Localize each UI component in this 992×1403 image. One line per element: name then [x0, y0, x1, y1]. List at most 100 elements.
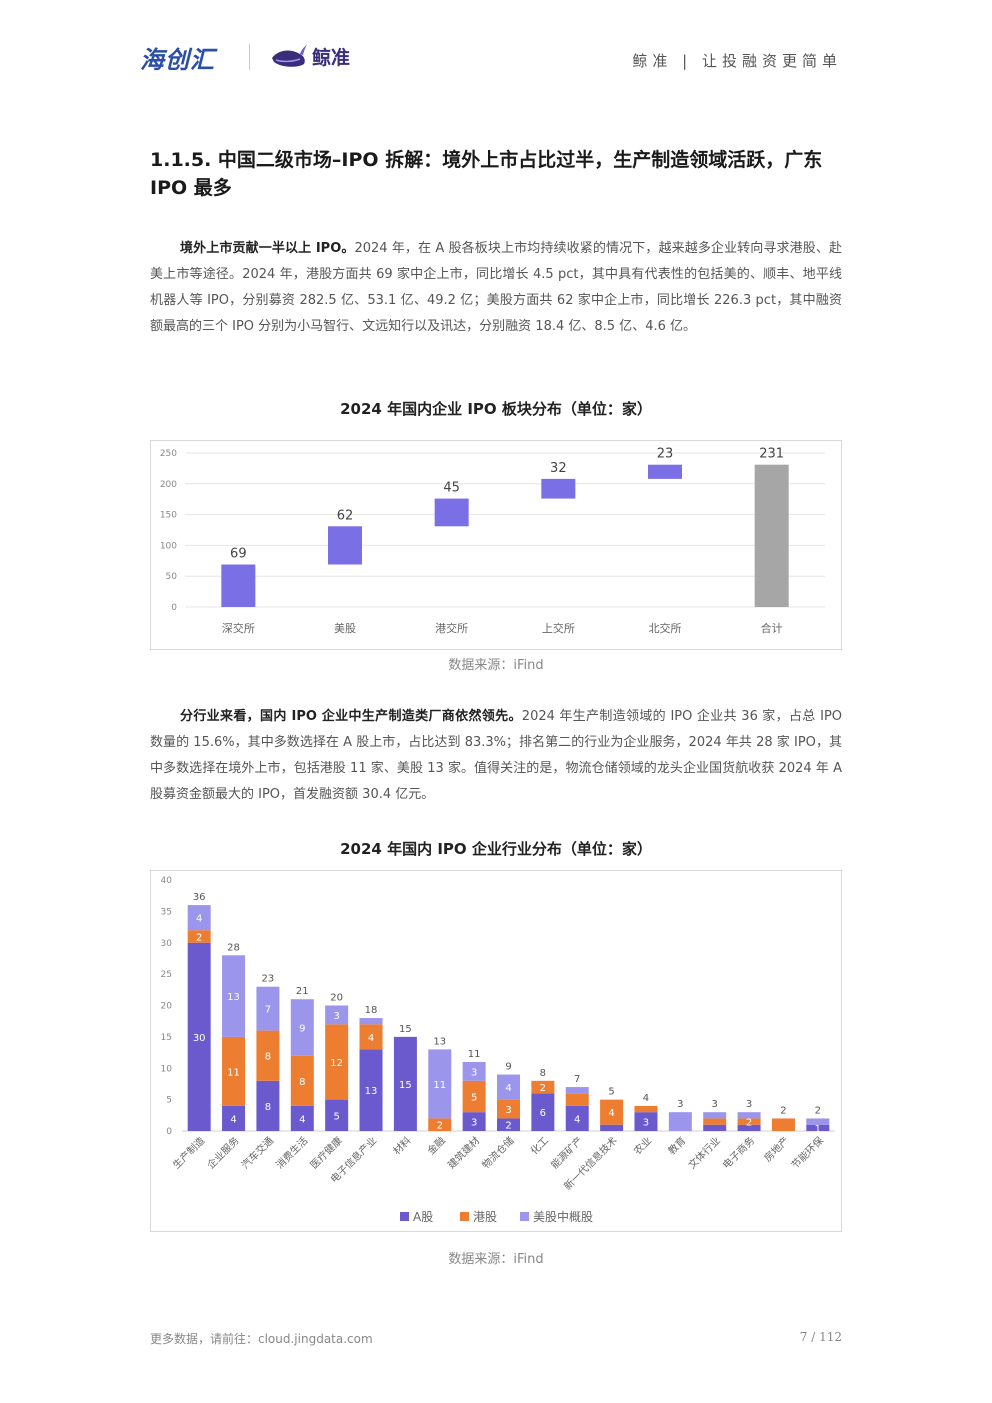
- total-label: 5: [608, 1087, 614, 1098]
- segment-label: 15: [399, 1080, 412, 1091]
- x-tick-label: 金融: [425, 1134, 448, 1157]
- bar-segment-港股: [737, 1118, 761, 1125]
- y-tick-label: 150: [160, 511, 177, 521]
- y-tick-label: 25: [161, 970, 172, 980]
- total-label: 36: [193, 892, 206, 903]
- bar-segment-港股: [565, 1093, 589, 1106]
- haichuanghui-logo: 海创汇: [140, 45, 215, 74]
- y-tick-label: 200: [160, 480, 177, 490]
- paragraph-body: 2024 年生产制造领域的 IPO 企业共 36 家，占总 IPO 数量的 15…: [150, 709, 843, 802]
- y-tick-label: 10: [161, 1064, 173, 1074]
- x-tick-label: 教育: [665, 1134, 688, 1157]
- bar-segment-港股: [600, 1099, 624, 1125]
- bar-segment-A股: [703, 1124, 727, 1131]
- bar-美股: [328, 526, 362, 565]
- segment-label: 4: [574, 1114, 580, 1125]
- bar-segment-美股中概股: [359, 1018, 383, 1025]
- section-title: 1.1.5. 中国二级市场–IPO 拆解：境外上市占比过半，生产制造领域活跃，广…: [150, 149, 823, 199]
- segment-label: 5: [333, 1111, 339, 1122]
- segment-label: 4: [196, 914, 202, 925]
- jingdata-logo: 鲸准: [270, 42, 350, 70]
- total-label: 15: [399, 1024, 412, 1035]
- legend-swatch-A股: [400, 1212, 409, 1221]
- y-tick-label: 15: [161, 1033, 172, 1043]
- bar-segment-A股: [462, 1112, 486, 1131]
- total-label: 13: [433, 1036, 446, 1047]
- segment-label: 1: [815, 1124, 821, 1135]
- x-tick-label: 文体行业: [685, 1134, 722, 1171]
- bar-segment-美股中概股: [497, 1074, 520, 1100]
- bar-segment-A股: [325, 1099, 349, 1131]
- chart-title-board: 2024 年国内企业 IPO 板块分布（单位：家）: [340, 400, 652, 418]
- y-tick-label: 250: [160, 449, 177, 459]
- total-label: 3: [677, 1099, 683, 1110]
- segment-label: 3: [333, 1011, 339, 1022]
- y-tick-label: 5: [166, 1096, 172, 1106]
- legend-label: A股: [413, 1210, 433, 1224]
- bar-segment-港股: [634, 1105, 658, 1113]
- total-label: 21: [296, 986, 309, 997]
- bar-segment-港股: [359, 1024, 383, 1050]
- bar-segment-美股中概股: [806, 1118, 830, 1125]
- x-tick-label: 能源矿产: [548, 1134, 585, 1171]
- x-tick-label: 电子商务: [720, 1134, 757, 1171]
- legend-swatch-港股: [460, 1212, 469, 1221]
- x-tick-label: 深交所: [222, 621, 255, 635]
- chart-source-industry: 数据来源：iFind: [448, 1252, 544, 1267]
- y-tick-label: 35: [161, 907, 172, 917]
- segment-label: 13: [365, 1086, 378, 1097]
- bar-segment-A股: [497, 1118, 520, 1131]
- x-tick-label: 医疗健康: [307, 1134, 344, 1171]
- data-label: 23: [657, 447, 674, 462]
- y-tick-label: 0: [166, 1127, 172, 1137]
- segment-label: 5: [471, 1092, 477, 1103]
- page-number: 7 / 112: [799, 1330, 842, 1344]
- legend-label: 港股: [473, 1210, 497, 1224]
- total-label: 2: [815, 1105, 821, 1116]
- x-tick-label: 企业服务: [204, 1134, 241, 1171]
- logo-divider: [249, 44, 250, 70]
- bar-segment-A股: [256, 1080, 280, 1131]
- x-tick-label: 物流仓储: [479, 1134, 516, 1171]
- legend-label: 美股中概股: [533, 1209, 593, 1224]
- segment-label: 11: [227, 1067, 240, 1078]
- bar-segment-美股中概股: [668, 1112, 692, 1131]
- x-tick-label: 节能环保: [788, 1134, 825, 1171]
- bar-segment-美股中概股: [703, 1112, 727, 1119]
- total-label: 18: [365, 1005, 378, 1016]
- total-label: 23: [262, 974, 275, 985]
- chart-frame: [150, 870, 842, 1232]
- x-tick-label: 房地产: [761, 1134, 791, 1164]
- x-tick-label: 港交所: [435, 621, 468, 635]
- bar-segment-港股: [462, 1080, 486, 1113]
- paragraph-board-distribution: 境外上市贡献一半以上 IPO。2024 年，在 A 股各板块上市均持续收紧的情况…: [150, 236, 842, 340]
- segment-label: 2: [540, 1083, 546, 1094]
- segment-label: 9: [299, 1023, 305, 1034]
- bar-segment-A股: [634, 1112, 658, 1131]
- y-tick-label: 20: [161, 1002, 173, 1012]
- segment-label: 8: [265, 1102, 271, 1113]
- bar-segment-A股: [290, 1105, 314, 1131]
- bar-segment-A股: [531, 1093, 555, 1131]
- data-label: 69: [230, 546, 247, 561]
- total-label: 28: [227, 942, 240, 953]
- bar-segment-A股: [806, 1124, 830, 1131]
- segment-label: 2: [505, 1121, 511, 1132]
- bar-港交所: [434, 498, 469, 527]
- bar-segment-A股: [359, 1049, 383, 1131]
- segment-label: 4: [299, 1114, 305, 1125]
- bar-segment-港股: [703, 1118, 727, 1125]
- total-label: 20: [330, 993, 343, 1004]
- total-label: 7: [574, 1074, 580, 1085]
- segment-label: 11: [433, 1080, 446, 1091]
- bar-segment-美股中概股: [325, 1005, 349, 1025]
- total-label: 8: [540, 1068, 546, 1079]
- board-distribution-chart: 0 50 100 150 200 250 69 深交所 62 美股 45 港交所 32 上交所 23 北交所 2…: [150, 440, 842, 650]
- x-tick-label: 建筑建材: [445, 1134, 482, 1171]
- segment-label: 8: [265, 1052, 271, 1063]
- total-label: 4: [643, 1093, 649, 1104]
- bar-北交所: [648, 464, 682, 479]
- paragraph-lead: 境外上市贡献一半以上 IPO。: [180, 241, 355, 256]
- legend-swatch-美股中概股: [520, 1212, 529, 1221]
- y-tick-label: 0: [171, 603, 177, 613]
